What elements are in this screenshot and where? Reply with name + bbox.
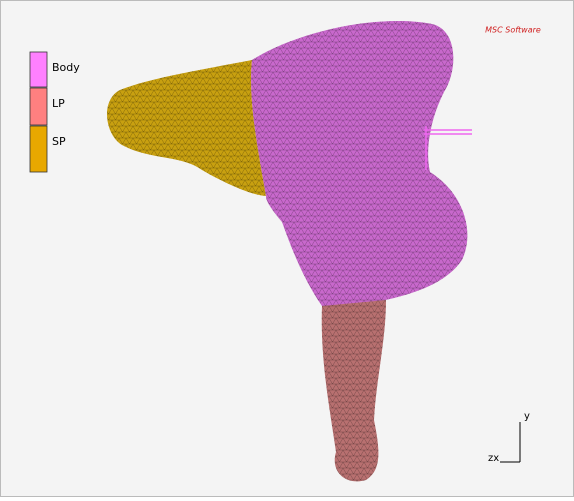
load-arrow (424, 126, 472, 170)
triad-zx-label: zx (488, 453, 499, 464)
legend-swatch (29, 87, 48, 126)
legend-swatch (29, 51, 48, 88)
legend-label: LP (52, 97, 65, 110)
lp-mesh (321, 300, 386, 482)
mesh-model (107, 21, 472, 482)
triad-y-label: y (524, 411, 530, 422)
body-mesh (251, 21, 468, 306)
logo: MSC Software (485, 26, 541, 35)
legend-swatch (29, 125, 48, 173)
axis-triad: y zx (488, 411, 530, 464)
legend-label: SP (52, 135, 66, 148)
legend: Body LP SP (29, 51, 80, 173)
legend-label: Body (52, 61, 80, 74)
sp-mesh (107, 60, 266, 196)
